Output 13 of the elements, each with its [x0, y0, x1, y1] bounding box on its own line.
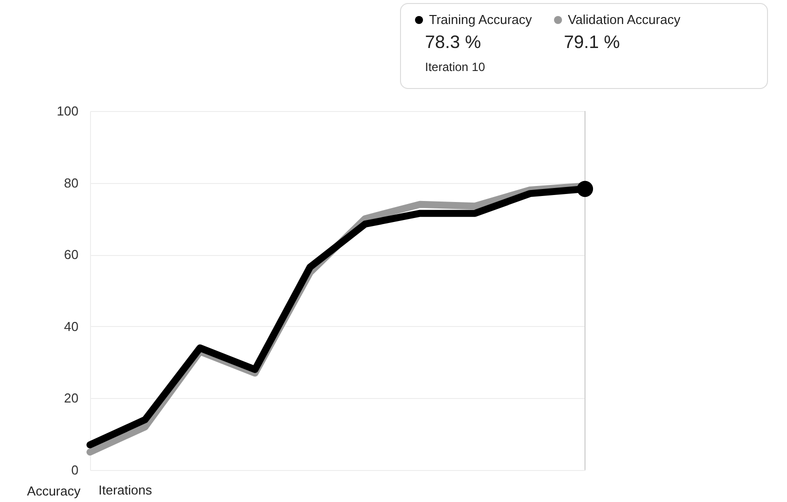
- y-tick-label: 20: [64, 390, 78, 406]
- y-tick-label: 60: [64, 247, 78, 262]
- text: 79.1 %: [564, 32, 621, 53]
- legend-label: Validation Accuracy: [566, 12, 680, 27]
- y-axis-title: Accuracy: [27, 484, 81, 498]
- y-tick-label: 100: [56, 104, 78, 118]
- text: Iteration 10: [425, 60, 486, 74]
- y-tick-label: 0: [71, 462, 78, 478]
- y-tick-label: 40: [64, 318, 78, 334]
- legend-label: Training Accuracy: [428, 12, 532, 27]
- y-tick-label: 80: [64, 175, 78, 190]
- x-axis-title: Iterations: [98, 482, 152, 498]
- text: 78.3 %: [425, 32, 482, 53]
